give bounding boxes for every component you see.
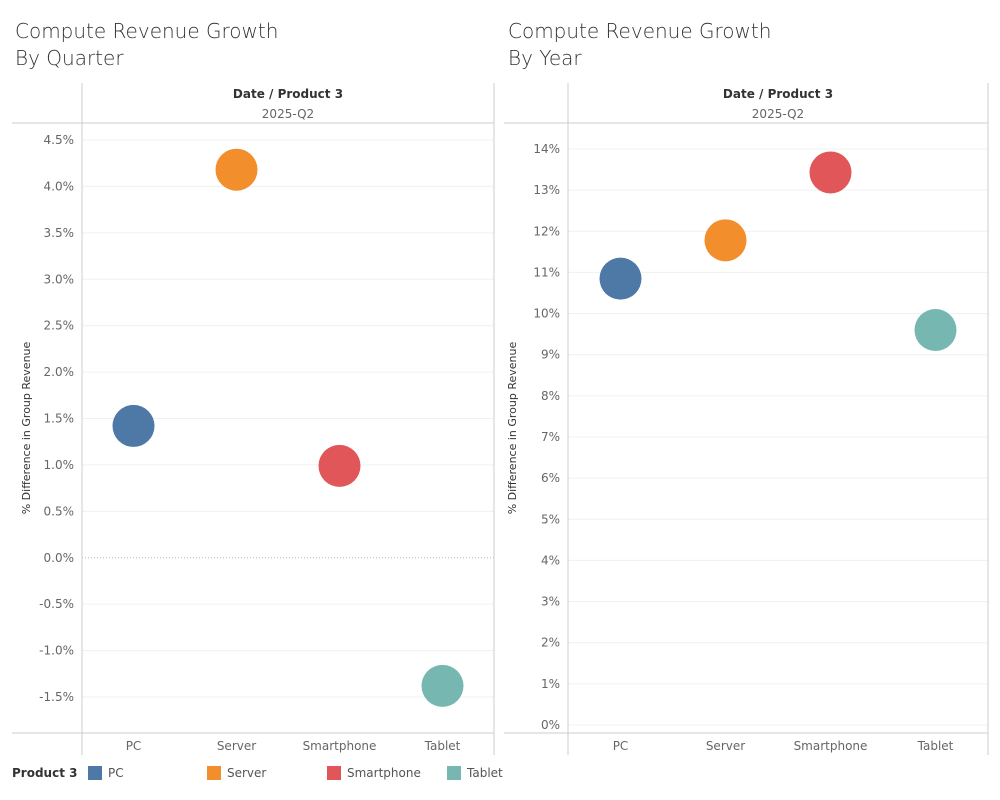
legend-item-server[interactable]: Server: [207, 766, 266, 780]
y-tick-label: 13%: [533, 183, 560, 197]
x-tick-label: Server: [706, 739, 745, 753]
y-tick-label: 0.5%: [44, 504, 75, 518]
y-tick-label: 1.0%: [44, 458, 75, 472]
column-subheader: 2025-Q2: [262, 107, 314, 121]
y-axis-title: % Difference in Group Revenue: [506, 341, 519, 514]
legend-swatch: [447, 766, 461, 780]
legend-label: Server: [227, 766, 267, 780]
y-tick-label: 9%: [541, 348, 560, 362]
legend-item-pc[interactable]: PC: [88, 766, 124, 780]
data-point-server: [704, 219, 747, 262]
x-tick-label: Tablet: [424, 739, 461, 753]
y-tick-label: 3.5%: [44, 226, 75, 240]
data-point-smartphone: [318, 444, 361, 487]
y-tick-label: 2%: [541, 636, 560, 650]
title-line: Compute Revenue Growth: [508, 19, 772, 43]
y-tick-label: 11%: [533, 265, 560, 279]
y-tick-label: 5%: [541, 512, 560, 526]
data-point-pc: [599, 257, 642, 300]
chart-title-year: Compute Revenue Growth By Year: [508, 18, 771, 72]
legend-item-tablet[interactable]: Tablet: [447, 766, 503, 780]
y-tick-label: 2.0%: [44, 365, 75, 379]
legend-title: Product 3: [12, 766, 78, 780]
x-tick-label: PC: [126, 739, 142, 753]
x-tick-label: Smartphone: [794, 739, 868, 753]
y-tick-label: 4.0%: [44, 179, 75, 193]
y-tick-label: 1.5%: [44, 412, 75, 426]
y-tick-label: 4.5%: [44, 133, 75, 147]
data-point-tablet: [421, 664, 464, 707]
title-line: Compute Revenue Growth: [15, 19, 279, 43]
y-tick-label: 14%: [533, 142, 560, 156]
x-tick-label: Tablet: [917, 739, 954, 753]
y-axis-title: % Difference in Group Revenue: [20, 341, 33, 514]
y-tick-label: 12%: [533, 224, 560, 238]
data-point-server: [215, 148, 258, 191]
column-subheader: 2025-Q2: [752, 107, 804, 121]
y-tick-label: 0.0%: [44, 551, 75, 565]
y-tick-label: -0.5%: [39, 597, 74, 611]
title-line: By Quarter: [15, 46, 124, 70]
y-tick-label: -1.5%: [39, 690, 74, 704]
legend-item-smartphone[interactable]: Smartphone: [327, 766, 421, 780]
y-tick-label: 1%: [541, 677, 560, 691]
y-tick-label: 2.5%: [44, 319, 75, 333]
legend-label: PC: [108, 766, 124, 780]
x-tick-label: Server: [217, 739, 256, 753]
chart-title-quarter: Compute Revenue Growth By Quarter: [15, 18, 278, 72]
column-header: Date / Product 3: [233, 87, 343, 101]
y-tick-label: 10%: [533, 307, 560, 321]
column-header: Date / Product 3: [723, 87, 833, 101]
y-tick-label: 4%: [541, 553, 560, 567]
y-tick-label: 3%: [541, 595, 560, 609]
data-point-pc: [112, 404, 155, 447]
x-tick-label: Smartphone: [303, 739, 377, 753]
data-point-tablet: [914, 309, 957, 352]
y-tick-label: -1.0%: [39, 644, 74, 658]
legend-swatch: [207, 766, 221, 780]
y-tick-label: 7%: [541, 430, 560, 444]
title-line: By Year: [508, 46, 582, 70]
data-point-smartphone: [809, 151, 852, 194]
y-tick-label: 3.0%: [44, 272, 75, 286]
legend-swatch: [88, 766, 102, 780]
x-tick-label: PC: [613, 739, 629, 753]
y-tick-label: 6%: [541, 471, 560, 485]
legend-swatch: [327, 766, 341, 780]
legend-label: Tablet: [467, 766, 503, 780]
legend-label: Smartphone: [347, 766, 421, 780]
y-tick-label: 0%: [541, 718, 560, 732]
y-tick-label: 8%: [541, 389, 560, 403]
